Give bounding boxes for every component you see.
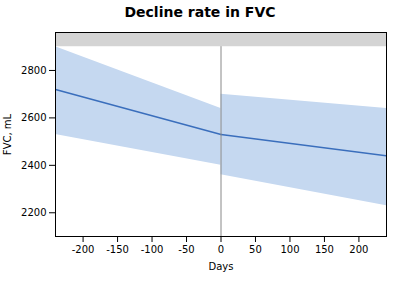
svg-text:150: 150 — [315, 244, 334, 255]
svg-text:FVC, mL: FVC, mL — [2, 113, 13, 155]
svg-text:-100: -100 — [141, 244, 164, 255]
svg-text:50: 50 — [249, 244, 262, 255]
svg-text:2600: 2600 — [21, 112, 46, 123]
svg-text:-200: -200 — [72, 244, 95, 255]
svg-text:2800: 2800 — [21, 65, 46, 76]
svg-text:Days: Days — [209, 261, 234, 272]
svg-text:-150: -150 — [106, 244, 129, 255]
svg-text:-50: -50 — [178, 244, 194, 255]
svg-text:2200: 2200 — [21, 207, 46, 218]
svg-text:2400: 2400 — [21, 160, 46, 171]
html-text:Decline rate in FVC: Decline rate in FVC — [124, 4, 276, 20]
svg-text:200: 200 — [349, 244, 368, 255]
svg-text:100: 100 — [280, 244, 299, 255]
svg-text:0: 0 — [218, 244, 224, 255]
